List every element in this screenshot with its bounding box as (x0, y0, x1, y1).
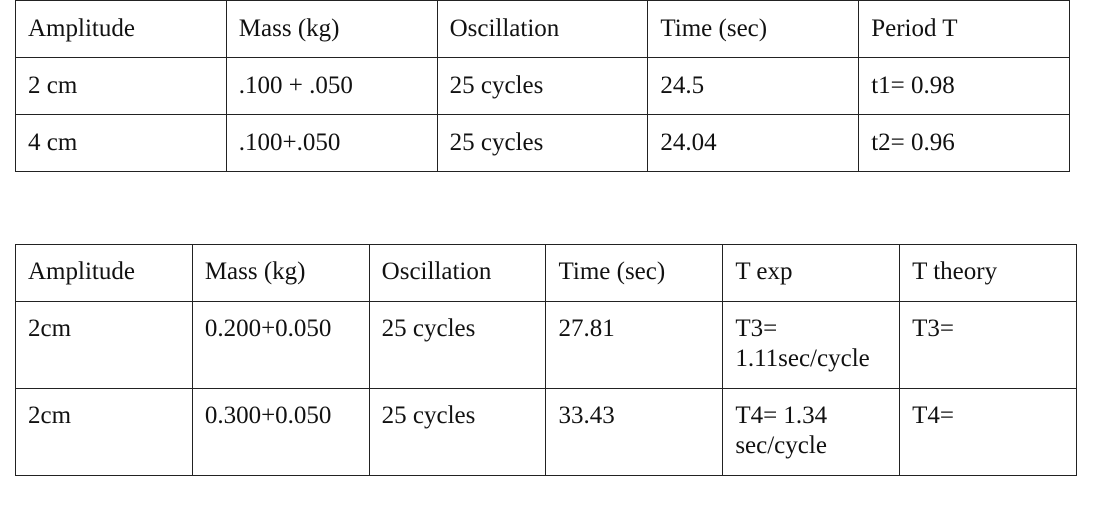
header-cell: Oscillation (368, 244, 547, 302)
header-cell: Time (sec) (545, 244, 724, 302)
cell: 2cm (15, 301, 193, 389)
cell: T3= (899, 301, 1077, 389)
header-cell: Oscillation (436, 0, 649, 58)
data-table: Amplitude Mass (kg) Oscillation Time (sec) P… (15, 0, 1070, 172)
cell: 4 cm (15, 114, 227, 172)
cell: 24.04 (647, 114, 860, 172)
cell: T4= (899, 388, 1077, 476)
table-row: 2 cm .100 + .050 25 cycles 24.5 t1= 0.98 (15, 57, 1070, 115)
table-row: 2cm 0.300+0.050 25 cycles 33.43 T4= 1.34 sec… (15, 388, 1077, 476)
header-cell: Amplitude (15, 0, 227, 58)
cell: 25 cycles (368, 301, 547, 389)
cell: 0.300+0.050 (191, 388, 370, 476)
header-cell: Mass (kg) (191, 244, 370, 302)
cell: 2cm (15, 388, 193, 476)
cell: .100 + .050 (225, 57, 438, 115)
header-cell: T exp (722, 244, 901, 302)
cell: 0.200+0.050 (191, 301, 370, 389)
table-row: 2cm 0.200+0.050 25 cycles 27.81 T3= 1.11sec/… (15, 301, 1077, 389)
cell: T3= 1.11sec/cycle (722, 301, 901, 389)
header-cell: Mass (kg) (225, 0, 438, 58)
cell: t2= 0.96 (858, 114, 1070, 172)
table-row: 4 cm .100+.050 25 cycles 24.04 t2= 0.96 (15, 114, 1070, 172)
cell: t1= 0.98 (858, 57, 1070, 115)
cell: 24.5 (647, 57, 860, 115)
data-table: Amplitude Mass (kg) Oscillation Time (sec) T… (15, 244, 1077, 476)
header-cell: Time (sec) (647, 0, 860, 58)
header-cell: Amplitude (15, 244, 193, 302)
cell: 25 cycles (368, 388, 547, 476)
cell: 27.81 (545, 301, 724, 389)
cell: 25 cycles (436, 57, 649, 115)
header-cell: T theory (899, 244, 1077, 302)
cell: 2 cm (15, 57, 227, 115)
cell: 25 cycles (436, 114, 649, 172)
header-row: Amplitude Mass (kg) Oscillation Time (sec) T… (15, 244, 1077, 302)
cell: 33.43 (545, 388, 724, 476)
cell: T4= 1.34 sec/cycle (722, 388, 901, 476)
cell: .100+.050 (225, 114, 438, 172)
header-cell: Period T (858, 0, 1070, 58)
header-row: Amplitude Mass (kg) Oscillation Time (sec) P… (15, 0, 1070, 58)
